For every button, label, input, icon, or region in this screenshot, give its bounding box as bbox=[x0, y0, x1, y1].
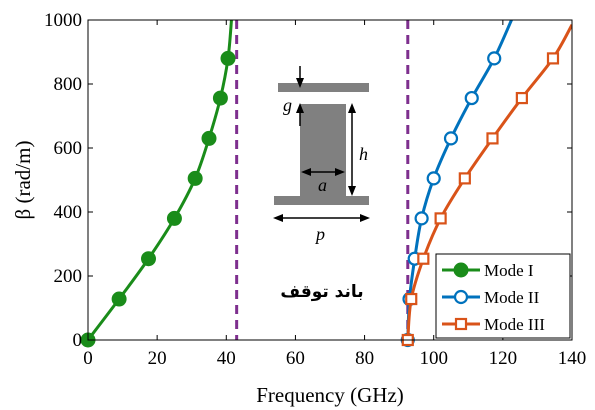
data-point bbox=[187, 170, 203, 186]
data-point bbox=[201, 130, 217, 146]
inset-g-arrowhead-bottom bbox=[296, 103, 304, 113]
legend-label: Mode I bbox=[484, 261, 534, 280]
inset-h-arrowhead-top bbox=[348, 103, 356, 113]
unit-cell-inset: g h a p bbox=[273, 66, 370, 244]
data-point bbox=[426, 171, 441, 186]
x-tick-label: 140 bbox=[558, 348, 587, 369]
legend-item: Mode I bbox=[442, 261, 534, 280]
data-point bbox=[414, 211, 429, 226]
data-point bbox=[141, 251, 156, 267]
data-point bbox=[458, 172, 471, 185]
inset-a-arrowhead-left bbox=[301, 168, 311, 176]
legend-marker bbox=[454, 317, 468, 331]
data-point bbox=[434, 212, 447, 225]
x-tick-label: 80 bbox=[355, 348, 374, 369]
data-point bbox=[111, 291, 127, 307]
data-point bbox=[515, 91, 528, 105]
data-point bbox=[486, 132, 499, 145]
inset-label-a: a bbox=[318, 175, 327, 195]
data-point bbox=[166, 210, 182, 226]
legend-item: Mode III bbox=[442, 315, 545, 334]
x-tick-label: 100 bbox=[419, 348, 448, 369]
x-tick-label: 0 bbox=[83, 348, 93, 369]
data-point bbox=[487, 51, 502, 66]
y-tick-label: 1000 bbox=[44, 10, 82, 31]
legend-marker bbox=[453, 289, 469, 305]
inset-p-arrowhead-right bbox=[360, 214, 370, 222]
data-point bbox=[220, 50, 236, 66]
data-point bbox=[546, 52, 560, 65]
inset-p-arrowhead-left bbox=[273, 214, 283, 222]
data-point bbox=[212, 90, 228, 106]
stopband-annotation: باند توقف bbox=[280, 282, 363, 302]
legend-label: Mode II bbox=[484, 288, 540, 307]
data-point bbox=[417, 252, 430, 265]
legend-marker bbox=[453, 262, 469, 278]
y-tick-label: 200 bbox=[54, 266, 83, 287]
data-point bbox=[405, 292, 418, 306]
data-point bbox=[443, 131, 459, 146]
x-tick-label: 60 bbox=[286, 348, 305, 369]
inset-bottom-plate bbox=[274, 196, 369, 205]
x-tick-label: 20 bbox=[148, 348, 167, 369]
inset-g-arrowhead-top bbox=[296, 78, 304, 88]
legend: Mode I Mode II Mode III bbox=[435, 253, 571, 339]
x-axis-label: Frequency (GHz) bbox=[256, 383, 404, 407]
series-3 bbox=[401, 24, 572, 347]
inset-h-arrowhead-bottom bbox=[348, 186, 356, 196]
y-tick-label: 600 bbox=[54, 138, 83, 159]
inset-a-arrowhead-right bbox=[335, 168, 345, 176]
bandgap-lines bbox=[235, 20, 410, 340]
inset-top-plate bbox=[278, 83, 369, 92]
y-tick-label: 0 bbox=[73, 330, 83, 351]
legend-label: Mode III bbox=[484, 315, 545, 334]
inset-label-p: p bbox=[314, 224, 325, 244]
data-point bbox=[464, 90, 479, 106]
y-tick-label: 400 bbox=[54, 202, 83, 223]
x-tick-label: 40 bbox=[217, 348, 236, 369]
inset-label-g: g bbox=[283, 95, 292, 115]
inset-post bbox=[300, 104, 346, 196]
y-axis-label: β (rad/m) bbox=[11, 141, 35, 220]
inset-label-h: h bbox=[359, 144, 368, 164]
x-tick-label: 120 bbox=[489, 348, 518, 369]
axes-frame bbox=[87, 19, 573, 341]
legend-item: Mode II bbox=[442, 288, 540, 307]
y-tick-label: 800 bbox=[54, 74, 83, 95]
